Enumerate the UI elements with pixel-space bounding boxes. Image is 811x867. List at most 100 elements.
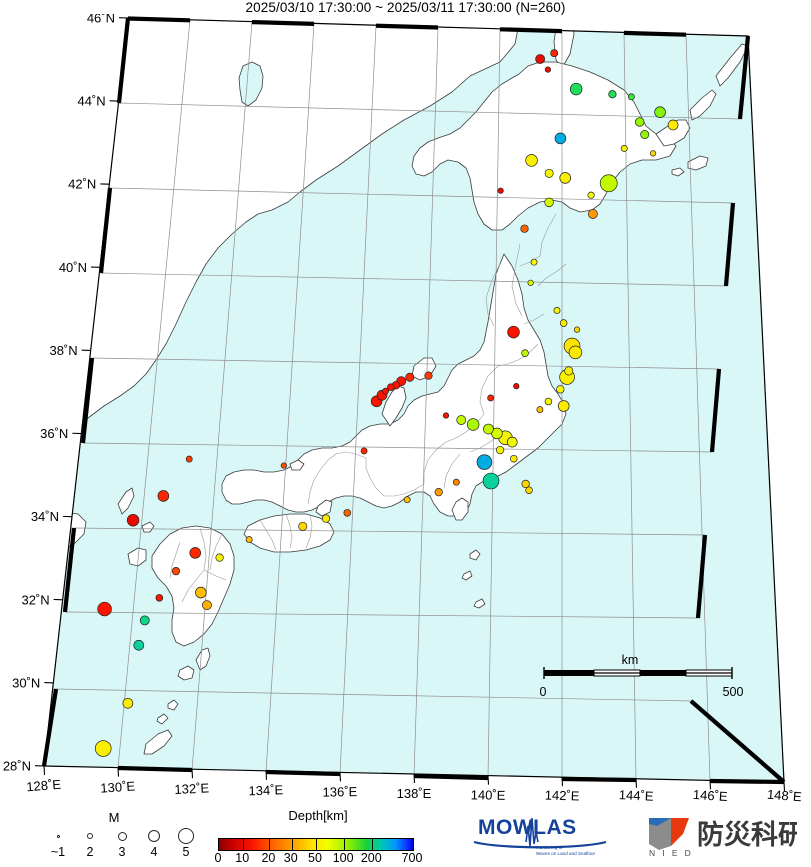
epicenter-marker[interactable] xyxy=(588,192,594,198)
epicenter-marker[interactable] xyxy=(560,173,571,184)
epicenter-marker[interactable] xyxy=(545,398,552,405)
depth-colorbar-tick xyxy=(243,839,244,850)
epicenter-marker[interactable] xyxy=(467,419,479,431)
longitude-tick xyxy=(488,776,489,785)
magnitude-legend-label: 4 xyxy=(138,845,170,860)
epicenter-marker[interactable] xyxy=(558,401,569,412)
epicenter-marker[interactable] xyxy=(496,446,504,454)
mowlas-logo[interactable]: MOWLAS Monitoring of Waves on Land and S… xyxy=(470,812,610,858)
epicenter-marker[interactable] xyxy=(382,388,388,394)
epicenter-marker[interactable] xyxy=(635,118,644,127)
epicenter-marker[interactable] xyxy=(498,188,504,194)
longitude-label: 148˚E xyxy=(766,787,802,804)
epicenter-marker[interactable] xyxy=(536,54,545,63)
epicenter-marker[interactable] xyxy=(246,537,252,543)
epicenter-marker[interactable] xyxy=(127,514,139,526)
epicenter-marker[interactable] xyxy=(521,225,529,233)
epicenter-marker[interactable] xyxy=(344,509,351,516)
epicenter-marker[interactable] xyxy=(522,350,529,357)
epicenter-marker[interactable] xyxy=(545,169,553,177)
magnitude-legend-circle-wrap xyxy=(138,827,170,845)
epicenter-marker[interactable] xyxy=(406,373,414,381)
epicenter-marker[interactable] xyxy=(545,67,551,73)
epicenter-marker[interactable] xyxy=(510,455,517,462)
epicenter-marker[interactable] xyxy=(186,456,192,462)
epicenter-marker[interactable] xyxy=(95,741,111,757)
epicenter-marker[interactable] xyxy=(443,413,449,419)
longitude-label: 140˚E xyxy=(471,787,506,803)
epicenter-marker[interactable] xyxy=(650,151,656,157)
epicenter-marker[interactable] xyxy=(299,522,307,530)
magnitude-legend-circle-wrap xyxy=(106,827,138,845)
epicenter-marker[interactable] xyxy=(621,145,627,151)
longitude-tick xyxy=(414,774,415,783)
epicenter-marker[interactable] xyxy=(508,326,520,338)
epicenter-marker[interactable] xyxy=(628,94,634,100)
epicenter-marker[interactable] xyxy=(555,133,566,144)
epicenter-marker[interactable] xyxy=(551,50,558,57)
longitude-label: 128˚E xyxy=(26,777,62,795)
epicenter-marker[interactable] xyxy=(557,386,565,394)
epicenter-marker[interactable] xyxy=(158,491,169,502)
epicenter-marker[interactable] xyxy=(526,155,538,167)
epicenter-marker[interactable] xyxy=(435,488,443,496)
epicenter-marker[interactable] xyxy=(453,479,459,485)
epicenter-marker[interactable] xyxy=(322,515,330,523)
scalebar-end-label: 500 xyxy=(723,685,744,699)
longitude-label: 138˚E xyxy=(397,786,432,801)
epicenter-marker[interactable] xyxy=(600,175,617,192)
epicenter-marker[interactable] xyxy=(554,307,560,313)
epicenter-marker[interactable] xyxy=(507,437,517,447)
epicenter-marker[interactable] xyxy=(123,698,133,708)
epicenter-marker[interactable] xyxy=(528,280,534,286)
epicenter-marker[interactable] xyxy=(655,107,666,118)
longitude-tick xyxy=(118,768,119,777)
epicenter-marker[interactable] xyxy=(560,320,567,327)
epicenter-marker[interactable] xyxy=(488,395,494,401)
epicenter-marker[interactable] xyxy=(570,83,582,95)
epicenter-marker[interactable] xyxy=(202,601,211,610)
epicenter-marker[interactable] xyxy=(361,448,367,454)
epicenter-marker[interactable] xyxy=(156,594,163,601)
epicenter-marker[interactable] xyxy=(281,463,287,469)
epicenter-marker[interactable] xyxy=(483,424,493,434)
epicenter-marker[interactable] xyxy=(477,455,492,470)
epicenter-marker[interactable] xyxy=(483,473,499,489)
epicenter-marker[interactable] xyxy=(668,120,678,130)
depth-legend-title: Depth[km] xyxy=(212,808,424,823)
epicenter-marker[interactable] xyxy=(140,616,149,625)
map-canvas[interactable]: km 0 500 xyxy=(0,14,811,804)
epicenter-marker[interactable] xyxy=(574,327,580,333)
epicenter-marker[interactable] xyxy=(545,198,554,207)
epicenter-marker[interactable] xyxy=(216,554,224,562)
epicenter-marker[interactable] xyxy=(588,209,597,218)
mowlas-tagline-line2: Waves on Land and Seafloor xyxy=(536,851,596,856)
epicenter-marker[interactable] xyxy=(531,259,537,265)
epicenter-marker[interactable] xyxy=(641,130,649,138)
epicenter-marker[interactable] xyxy=(195,587,206,598)
longitude-tick xyxy=(562,777,563,786)
epicenter-marker[interactable] xyxy=(172,567,180,575)
epicenter-marker[interactable] xyxy=(404,497,410,503)
epicenter-marker[interactable] xyxy=(457,416,466,425)
epicenter-marker[interactable] xyxy=(609,90,617,98)
nied-logo[interactable]: N I E D 防災科研 xyxy=(645,812,797,858)
depth-colorbar-tick xyxy=(292,839,293,850)
epicenter-marker[interactable] xyxy=(569,346,582,359)
magnitude-legend-title: M xyxy=(24,810,204,825)
depth-colorbar-tick xyxy=(316,839,317,850)
epicenter-marker[interactable] xyxy=(425,372,433,380)
latitude-label: 40˚N xyxy=(59,260,87,275)
epicenter-marker[interactable] xyxy=(190,547,201,558)
earthquake-map[interactable]: km 0 500 xyxy=(0,14,811,804)
epicenter-marker[interactable] xyxy=(526,487,533,494)
epicenter-marker[interactable] xyxy=(565,367,573,375)
epicenter-marker[interactable] xyxy=(514,383,520,389)
longitude-tick xyxy=(44,766,45,775)
epicenter-marker[interactable] xyxy=(134,640,144,650)
epicenter-marker[interactable] xyxy=(98,602,112,616)
mowlas-tagline-line1: Monitoring of xyxy=(536,845,563,850)
epicenter-marker[interactable] xyxy=(537,407,543,413)
